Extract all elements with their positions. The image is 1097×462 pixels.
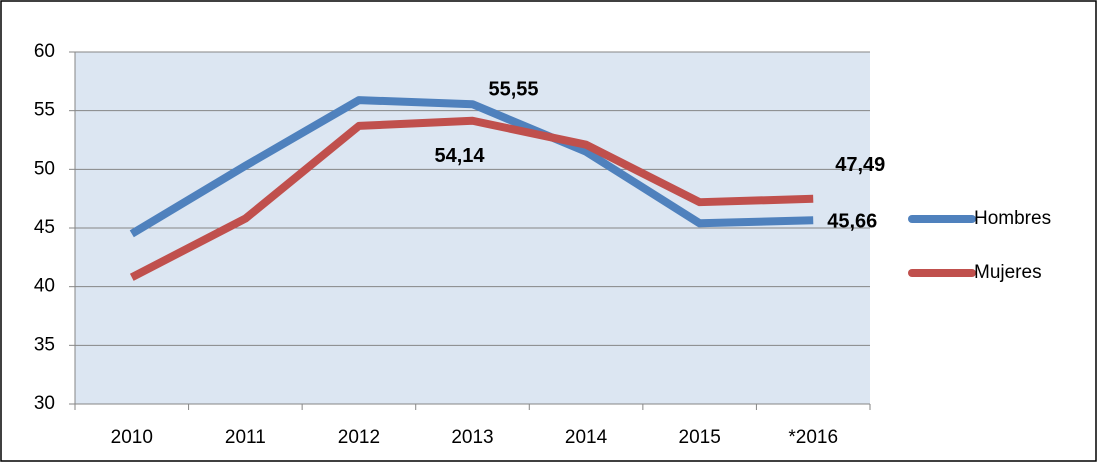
y-tick-label: 55 (34, 100, 55, 121)
y-tick-label: 50 (34, 158, 55, 179)
series-line (129, 116, 814, 281)
legend-label: Mujeres (974, 262, 1042, 283)
y-tick-label: 60 (34, 41, 55, 62)
x-tick-label: 2012 (338, 427, 380, 448)
data-label: 47,49 (835, 154, 885, 176)
y-tick-label: 35 (34, 334, 55, 355)
x-tick-label: *2016 (788, 427, 838, 448)
x-tick-label: 2014 (565, 427, 608, 448)
data-label: 55,55 (489, 78, 539, 100)
y-tick-label: 30 (34, 393, 55, 414)
x-tick-label: 2011 (225, 427, 266, 448)
legend-box (903, 185, 1088, 297)
y-tick-label: 45 (34, 217, 55, 238)
y-tick-label: 40 (34, 276, 55, 297)
x-tick-label: 2013 (451, 427, 493, 448)
x-tick-label: 2015 (679, 427, 721, 448)
x-tick-label: 2010 (111, 427, 153, 448)
data-label: 54,14 (435, 145, 486, 167)
data-label: 45,66 (827, 211, 877, 233)
legend-label: Hombres (974, 208, 1051, 229)
series-line (129, 96, 814, 238)
